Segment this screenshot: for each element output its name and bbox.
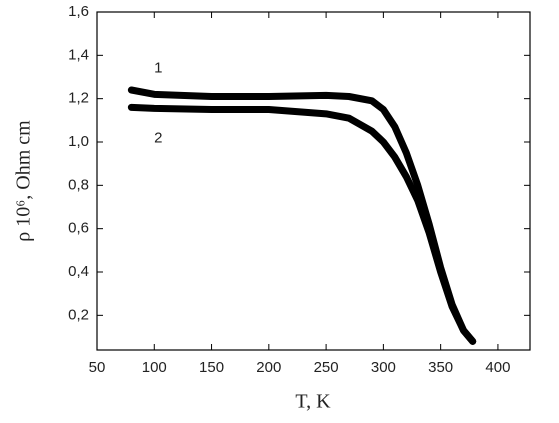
x-tick-label: 400 <box>485 359 510 376</box>
x-tick-label: 200 <box>256 359 281 376</box>
plot-frame <box>96 11 531 351</box>
y-tick-label: 1,6 <box>68 3 89 20</box>
series-label: 2 <box>154 129 162 146</box>
y-tick-label: 0,6 <box>68 220 89 237</box>
x-axis-label: T, K <box>295 391 331 413</box>
series-label: 1 <box>154 59 162 76</box>
x-tick-label: 350 <box>428 359 453 376</box>
y-tick-label: 0,4 <box>68 263 89 280</box>
x-tick-label: 50 <box>89 359 106 376</box>
data-line <box>127 103 477 345</box>
x-tick-label: 100 <box>142 359 167 376</box>
y-tick-label: 0,8 <box>68 176 89 193</box>
x-tick-label: 150 <box>199 359 224 376</box>
y-tick-label: 1,2 <box>68 90 89 107</box>
y-tick-label: 1,4 <box>68 46 89 63</box>
y-tick-label: 1,0 <box>68 133 89 150</box>
x-tick-label: 250 <box>314 359 339 376</box>
y-axis-label: ρ 10⁶, Ohm cm <box>13 120 35 242</box>
x-tick-label: 300 <box>371 359 396 376</box>
y-tick-label: 0,2 <box>68 306 89 323</box>
